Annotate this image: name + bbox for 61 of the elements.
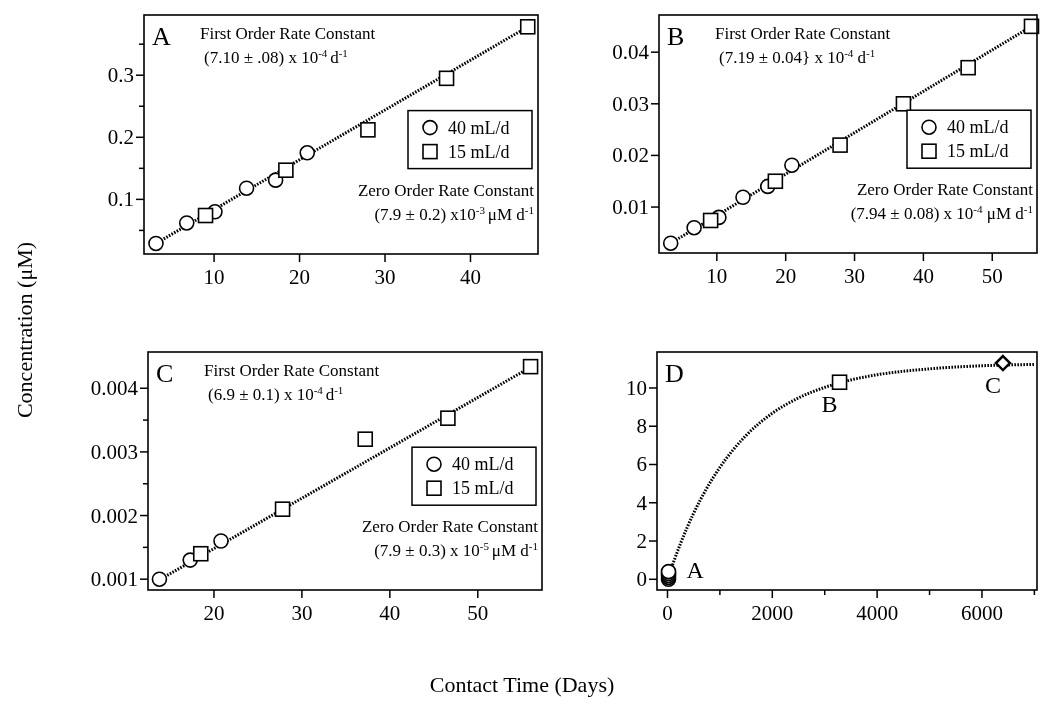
x-tick-label: 30 (844, 264, 866, 288)
y-tick-label: 8 (636, 414, 647, 439)
annotation: First Order Rate Constant (204, 361, 380, 380)
x-tick-label: 20 (203, 601, 225, 625)
x-tick-label: 30 (291, 601, 313, 625)
y-tick-label: 0.01 (612, 195, 649, 220)
x-tick-label: 50 (467, 601, 489, 625)
y-tick-label: 0.001 (90, 567, 138, 592)
x-tick-label: 40 (459, 265, 481, 289)
x-tick-label: 30 (374, 265, 396, 289)
x-tick-label: 4000 (856, 601, 899, 625)
annotation: C (984, 372, 1001, 399)
y-tick-label: 0.3 (107, 63, 134, 88)
annotation: Zero Order Rate Constant (856, 180, 1034, 199)
annotation: D (665, 359, 684, 388)
x-tick-label: 10 (706, 264, 728, 288)
legend-label: 15 mL/d (947, 141, 1009, 162)
y-tick-label: 10 (626, 375, 647, 400)
x-tick-label: 50 (981, 264, 1003, 288)
annotation: (7.9 ± 0.2) x10$^{-3}$ μM d$^{-1}$ (374, 204, 534, 224)
legend-label: 40 mL/d (947, 117, 1009, 138)
y-tick-label: 0.1 (107, 187, 134, 212)
y-tick-label: 0.2 (107, 125, 134, 150)
x-axis-title: Contact Time (Days) (429, 672, 615, 697)
y-tick-label: 0 (636, 567, 647, 592)
annotation: Zero Order Rate Constant (361, 517, 539, 536)
x-tick-label: 20 (289, 265, 311, 289)
y-tick-label: 4 (636, 490, 648, 515)
annotation: (6.9 ± 0.1) x 10$^{-4}$ d$^{-1}$ (208, 384, 344, 404)
legend-label: 40 mL/d (448, 117, 510, 138)
legend-label: 15 mL/d (452, 478, 514, 499)
annotation: A (686, 556, 705, 583)
x-tick-label: 2000 (751, 601, 794, 625)
annotation: First Order Rate Constant (200, 24, 376, 43)
y-tick-label: 0.02 (612, 143, 649, 168)
y-tick-label: 0.04 (612, 40, 650, 65)
annotation: Zero Order Rate Constant (357, 181, 535, 200)
y-tick-label: 0.004 (90, 376, 139, 401)
annotation: (7.9 ± 0.3) x 10$^{-5}$ μM d$^{-1}$ (374, 540, 538, 560)
annotation: First Order Rate Constant (715, 24, 891, 43)
y-tick-label: 2 (636, 529, 647, 554)
annotation: (7.10 ± .08) x 10$^{-4}$ d$^{-1}$ (204, 47, 348, 67)
annotation: (7.19 ± 0.04} x 10$^{-4}$ d$^{-1}$ (719, 47, 876, 67)
y-axis-title: Concentration (μM) (12, 241, 37, 419)
y-tick-label: 0.003 (90, 439, 138, 464)
y-tick-label: 0.002 (90, 503, 138, 528)
y-tick-label: 6 (636, 452, 647, 477)
x-tick-label: 6000 (960, 601, 1003, 625)
legend-label: 15 mL/d (448, 141, 510, 162)
y-tick-label: 0.03 (612, 91, 649, 116)
annotation: C (156, 359, 174, 388)
annotation: B (667, 22, 685, 51)
x-tick-label: 40 (912, 264, 934, 288)
annotation: (7.94 ± 0.08) x 10$^{-4}$ μM d$^{-1}$ (850, 203, 1033, 223)
annotation: B (821, 391, 838, 418)
x-tick-label: 40 (379, 601, 401, 625)
x-tick-label: 0 (662, 601, 673, 625)
x-tick-label: 10 (203, 265, 225, 289)
annotation: A (152, 22, 171, 51)
legend-label: 40 mL/d (452, 454, 514, 475)
x-tick-label: 20 (775, 264, 797, 288)
